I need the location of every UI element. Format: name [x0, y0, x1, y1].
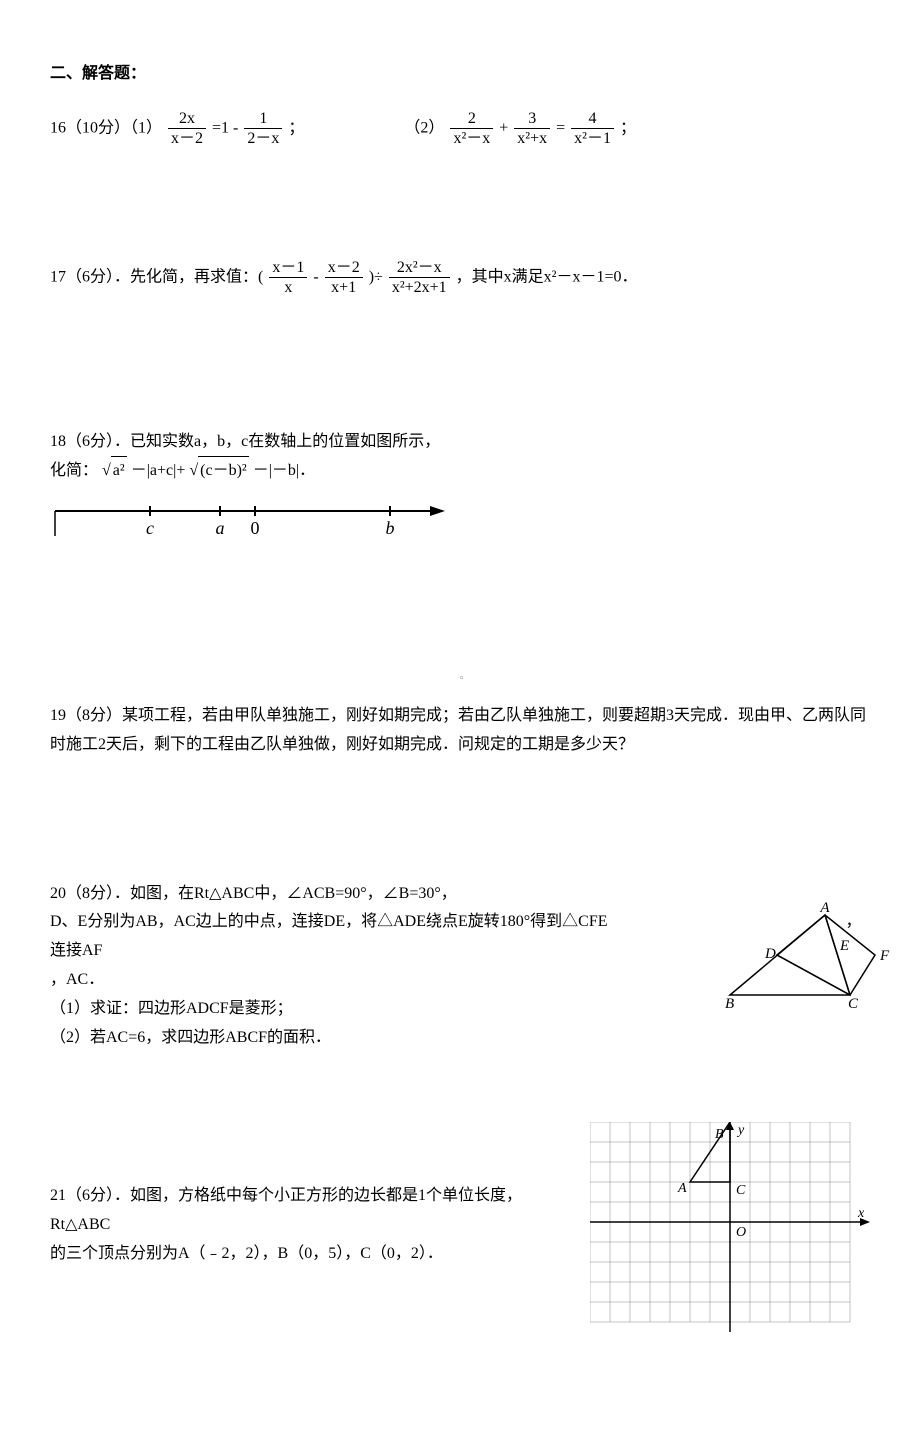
- label-F: F: [879, 948, 890, 964]
- label-B: B: [725, 996, 734, 1010]
- q18-suffix: －|－b|．: [253, 462, 315, 479]
- sqrt-content: (c－b)²: [198, 456, 249, 486]
- frac-num: x－1: [269, 258, 307, 278]
- q16-frac3: 2 x²－x: [450, 109, 493, 148]
- frac-den: x+1: [325, 278, 363, 297]
- axis-label-a: a: [216, 518, 225, 538]
- number-line-svg: c a 0 b: [50, 496, 450, 541]
- q16-part2-prefix: （2）: [404, 119, 444, 136]
- q17-mid: )÷: [369, 269, 383, 286]
- problem-19: 19（8分）某项工程，若由甲队单独施工，刚好如期完成；若由乙队单独施工，则要超期…: [50, 702, 870, 760]
- q16-frac5: 4 x²－1: [571, 109, 614, 148]
- label-E: E: [839, 938, 849, 954]
- q16-part1: 16（10分）（1） 2x x－2 =1 - 1 2－x ；: [50, 109, 304, 148]
- frac-den: 2－x: [244, 129, 282, 148]
- q21-text-block: 21（6分）．如图，方格纸中每个小正方形的边长都是1个单位长度，Rt△ABC 的…: [50, 1122, 570, 1268]
- label-C: C: [736, 1183, 746, 1198]
- frac-num: 2x: [168, 109, 206, 129]
- frac-den: x: [269, 278, 307, 297]
- frac-den: x²－x: [450, 129, 493, 148]
- problem-17: 17（6分）．先化简，再求值：( x－1 x - x－2 x+1 )÷ 2x²－…: [50, 258, 870, 297]
- q20-line5: （2）若AC=6，求四边形ABCF的面积．: [50, 1024, 870, 1053]
- q17-prefix: 17（6分）．先化简，再求值：(: [50, 269, 263, 286]
- frac-den: x²+2x+1: [389, 278, 450, 297]
- problem-18: 18（6分）．已知实数a，b，c在数轴上的位置如图所示， 化简： √a² －|a…: [50, 428, 870, 552]
- label-x: x: [857, 1206, 865, 1221]
- problem-21: 21（6分）．如图，方格纸中每个小正方形的边长都是1个单位长度，Rt△ABC 的…: [50, 1122, 870, 1343]
- sqrt1: √a²: [102, 462, 127, 479]
- problem-16: 16（10分）（1） 2x x－2 =1 - 1 2－x ； （2） 2 x²－…: [50, 109, 870, 148]
- sqrt-content: a²: [111, 456, 127, 486]
- sqrt2: √(c－b)²: [189, 462, 248, 479]
- frac-num: 3: [514, 109, 550, 129]
- label-A: A: [677, 1181, 687, 1196]
- q17-suffix: ，其中x满足x²－x－1=0．: [456, 269, 638, 286]
- q16-frac1: 2x x－2: [168, 109, 206, 148]
- page-marker: ▫: [460, 670, 464, 688]
- label-A: A: [819, 900, 830, 916]
- frac-den: x²－1: [571, 129, 614, 148]
- q16-suffix2: ；: [620, 119, 636, 136]
- axis-label-0: 0: [251, 518, 260, 538]
- frac-num: x－2: [325, 258, 363, 278]
- q18-prefix: 化简：: [50, 462, 98, 479]
- label-C: C: [848, 996, 859, 1010]
- q16-frac2: 1 2－x: [244, 109, 282, 148]
- problem-20: 20（8分）．如图，在Rt△ABC中，∠ACB=90°，∠B=30°， D、E分…: [50, 880, 870, 1053]
- q20-svg: A B C D E F: [720, 900, 900, 1010]
- axis-label-c: c: [146, 518, 154, 538]
- q17-frac1: x－1 x: [269, 258, 307, 297]
- label-B: B: [715, 1127, 724, 1142]
- q19-text: 19（8分）某项工程，若由甲队单独施工，刚好如期完成；若由乙队单独施工，则要超期…: [50, 702, 870, 760]
- frac-num: 2: [450, 109, 493, 129]
- label-O: O: [736, 1225, 746, 1240]
- q21-line2: 的三个顶点分别为A（﹣2，2），B（0，5），C（0，2）．: [50, 1240, 570, 1269]
- q21-line1: 21（6分）．如图，方格纸中每个小正方形的边长都是1个单位长度，Rt△ABC: [50, 1182, 570, 1240]
- q16-prefix: 16（10分）（1）: [50, 119, 162, 136]
- number-line-figure: c a 0 b: [50, 496, 870, 552]
- label-D: D: [764, 946, 776, 962]
- q16-suffix1: ；: [288, 119, 304, 136]
- frac-num: 1: [244, 109, 282, 129]
- q16-plus: +: [499, 119, 508, 136]
- q17-frac2: x－2 x+1: [325, 258, 363, 297]
- q20-line2a: D、E分别为AB，AC边上的中点，连接DE，将△ADE绕点E旋转180°得到△C…: [50, 913, 608, 930]
- q17-minus: -: [313, 269, 322, 286]
- q16-frac4: 3 x²+x: [514, 109, 550, 148]
- q16-eq: =: [556, 119, 565, 136]
- frac-den: x²+x: [514, 129, 550, 148]
- q18-line1: 18（6分）．已知实数a，b，c在数轴上的位置如图所示，: [50, 428, 870, 457]
- q17-frac3: 2x²－x x²+2x+1: [389, 258, 450, 297]
- q18-mid1: －|a+c|+: [131, 462, 186, 479]
- q21-svg: y x O A B C: [590, 1122, 870, 1332]
- q20-figure: A B C D E F: [720, 900, 900, 1021]
- label-y: y: [736, 1123, 745, 1138]
- q16-part2: （2） 2 x²－x + 3 x²+x = 4 x²－1 ；: [404, 109, 636, 148]
- q21-figure: y x O A B C: [590, 1122, 870, 1343]
- frac-den: x－2: [168, 129, 206, 148]
- q18-line2: 化简： √a² －|a+c|+ √(c－b)² －|－b|．: [50, 456, 870, 486]
- section-title: 二、解答题：: [50, 60, 870, 89]
- frac-num: 4: [571, 109, 614, 129]
- q16-mid: =1 -: [212, 119, 238, 136]
- frac-num: 2x²－x: [389, 258, 450, 278]
- axis-label-b: b: [386, 518, 395, 538]
